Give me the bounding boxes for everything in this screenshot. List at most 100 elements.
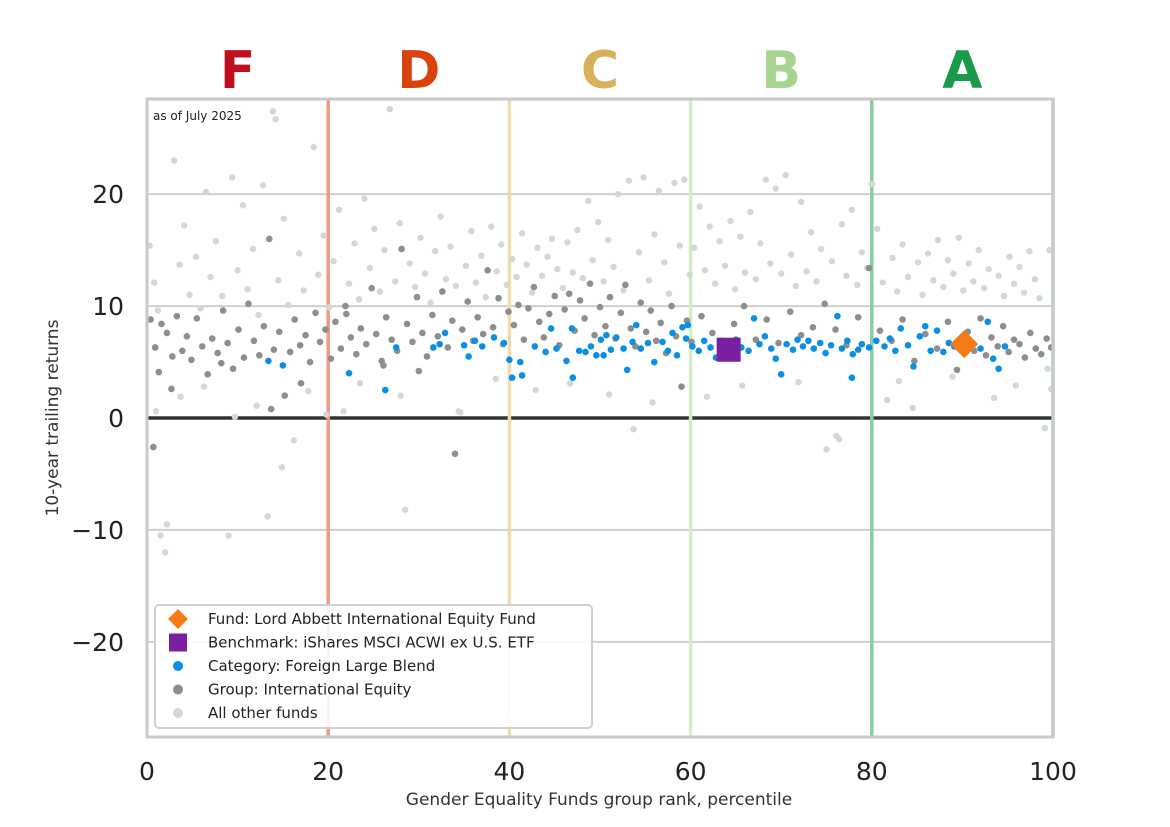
- group-point: [821, 300, 828, 308]
- other-fund-point: [914, 259, 922, 266]
- category-point: [265, 357, 272, 365]
- category-point: [436, 340, 443, 348]
- other-fund-point: [1036, 295, 1043, 302]
- category-point: [844, 337, 851, 345]
- category-point: [767, 345, 775, 352]
- other-fund-point: [691, 244, 698, 252]
- other-fund-point: [310, 143, 317, 151]
- category-point: [637, 345, 645, 352]
- category-point: [575, 347, 583, 355]
- group-point: [775, 339, 782, 347]
- group-point: [994, 343, 1002, 350]
- other-fund-point: [455, 408, 462, 415]
- other-fund-point: [290, 437, 297, 444]
- group-point: [409, 338, 416, 346]
- group-point: [398, 245, 405, 253]
- group-point: [617, 309, 625, 317]
- other-fund-point: [665, 290, 673, 297]
- category-point: [910, 363, 917, 370]
- other-fund-point: [442, 276, 450, 283]
- other-fund-point: [579, 274, 586, 282]
- other-fund-point: [478, 252, 485, 259]
- category-point: [761, 332, 769, 340]
- y-tick-label: 20: [92, 180, 124, 209]
- plot-border: [145, 97, 1055, 739]
- other-fund-point: [244, 286, 251, 293]
- other-fund-point: [767, 260, 774, 267]
- group-point: [832, 326, 839, 333]
- category-point: [892, 347, 899, 355]
- group-point: [1010, 336, 1018, 343]
- group-point: [865, 264, 873, 272]
- category-point: [783, 340, 790, 348]
- group-point: [434, 332, 442, 340]
- fund-marker: [950, 330, 979, 359]
- group-point: [208, 335, 216, 342]
- other-fund-point: [879, 279, 886, 286]
- group-point: [275, 328, 283, 336]
- category-point: [834, 312, 841, 320]
- group-point: [312, 309, 319, 317]
- y-tick-label: 10: [92, 292, 124, 321]
- group-point: [250, 337, 258, 345]
- group-point: [1037, 350, 1045, 358]
- group-point: [515, 301, 522, 309]
- group-point: [286, 348, 294, 356]
- group-point: [229, 365, 237, 373]
- category-point: [984, 318, 992, 326]
- group-point: [302, 331, 309, 339]
- other-fund-point: [411, 283, 419, 291]
- other-fund-point: [305, 387, 312, 395]
- other-fund-point: [493, 268, 500, 275]
- group-point: [627, 325, 635, 332]
- grade-letter-d: D: [397, 41, 440, 101]
- other-fund-point: [835, 436, 843, 443]
- other-fund-point: [177, 393, 184, 400]
- other-fund-point: [197, 305, 204, 312]
- group-point: [1021, 354, 1029, 361]
- group-point: [458, 326, 466, 333]
- category-point: [569, 374, 577, 382]
- group-point: [204, 371, 212, 378]
- other-fund-point: [1046, 246, 1053, 254]
- other-fund-point: [970, 278, 977, 285]
- plot-frame: [145, 97, 1055, 739]
- group-point: [193, 315, 201, 322]
- category-point: [593, 352, 600, 359]
- category-point: [816, 339, 824, 347]
- other-fund-point: [681, 176, 688, 183]
- category-point: [644, 339, 652, 347]
- group-point: [484, 266, 491, 274]
- other-fund-point: [345, 280, 353, 287]
- category-point: [429, 344, 437, 351]
- group-point: [489, 324, 497, 331]
- x-tick-label: 20: [312, 757, 344, 786]
- group-point: [235, 326, 242, 333]
- other-fund-point: [1026, 248, 1033, 255]
- category-point: [629, 338, 636, 346]
- category-point: [822, 349, 829, 357]
- category-point: [995, 365, 1002, 373]
- tick-labels: 0 20 40 60 80 100 −20 −10 0 10 20: [71, 180, 1077, 786]
- other-fund-point: [366, 264, 374, 272]
- category-point: [460, 341, 468, 349]
- group-point: [525, 305, 532, 312]
- group-point: [337, 345, 345, 352]
- category-point: [940, 348, 947, 356]
- other-fund-point: [406, 260, 413, 267]
- other-fund-point: [1010, 280, 1018, 287]
- group-point: [1016, 340, 1023, 348]
- category-point: [854, 346, 862, 354]
- other-fund-point: [737, 233, 744, 240]
- other-fund-point: [371, 225, 378, 233]
- other-fund-point: [417, 234, 424, 241]
- group-point: [698, 312, 705, 320]
- group-point: [188, 356, 195, 364]
- other-fund-point: [186, 291, 193, 299]
- group-point: [388, 336, 395, 343]
- other-fund-point: [228, 174, 236, 181]
- other-fund-point: [1000, 292, 1008, 300]
- other-fund-point: [259, 181, 267, 189]
